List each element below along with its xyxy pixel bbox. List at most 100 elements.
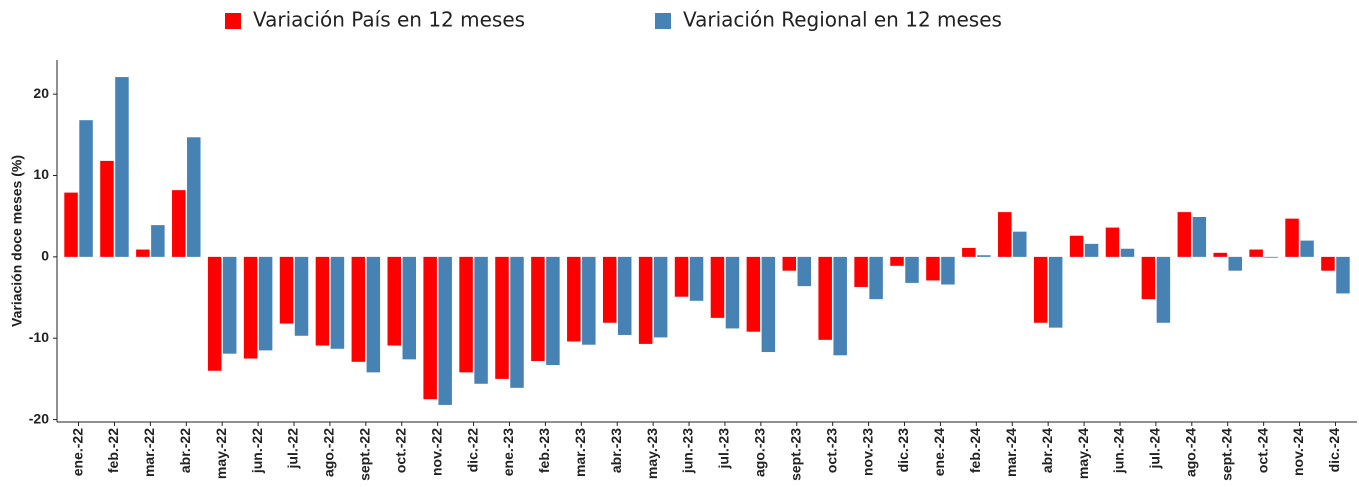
x-tick-label: abr.-22 (177, 428, 193, 473)
bar (115, 77, 129, 257)
bar (689, 256, 704, 301)
bar (869, 256, 883, 300)
bar (64, 192, 78, 257)
x-tick-label: jul.-24 (1147, 428, 1163, 470)
x-tick-label: sept.-23 (787, 428, 803, 481)
legend-swatch (655, 13, 671, 29)
bar (710, 256, 725, 318)
bar (330, 256, 345, 349)
bar (79, 120, 93, 257)
bar (782, 256, 797, 271)
bar (172, 190, 186, 257)
bar (638, 256, 653, 344)
y-tick-label: -20 (29, 410, 49, 426)
bar (531, 256, 545, 361)
bar (746, 256, 761, 332)
x-tick-label: ene.-22 (69, 428, 85, 476)
bar (1156, 256, 1171, 323)
x-tick-label: mar.-24 (1003, 428, 1019, 477)
bar (941, 256, 955, 285)
bar (222, 256, 237, 354)
bar (366, 256, 381, 373)
bar (1069, 235, 1084, 257)
bar (905, 256, 919, 283)
y-tick-label: 10 (33, 166, 49, 182)
bar (423, 256, 437, 400)
x-tick-label: jun.-24 (1111, 428, 1127, 474)
bar (474, 256, 488, 384)
y-tick-label: -10 (29, 329, 49, 345)
bar (510, 256, 524, 388)
bar (818, 256, 832, 340)
x-tick-label: jul.-22 (285, 428, 301, 470)
bar (1264, 256, 1278, 258)
bar (1105, 227, 1120, 257)
bar (546, 256, 560, 366)
x-tick-label: jul.-23 (716, 428, 732, 470)
bar (725, 256, 740, 329)
bar (582, 256, 596, 345)
bar (567, 256, 581, 342)
bar (1249, 249, 1263, 257)
bar (243, 256, 258, 359)
bar (151, 225, 165, 257)
bar (136, 249, 150, 257)
bar (926, 256, 940, 281)
x-tick-label: abr.-23 (608, 428, 624, 473)
bar (1084, 243, 1099, 257)
x-tick-label: mar.-22 (141, 428, 157, 477)
x-tick-label: feb.-22 (105, 428, 121, 473)
legend-label: Variación País en 12 meses (253, 8, 525, 32)
bar (459, 256, 473, 373)
bar (1228, 256, 1242, 271)
bar (1285, 218, 1299, 257)
x-tick-label: feb.-24 (967, 428, 983, 473)
bar (1213, 252, 1227, 257)
bar (100, 160, 114, 257)
x-tick-label: mar.-23 (572, 428, 588, 477)
x-tick-label: sept.-22 (357, 428, 373, 481)
bar (258, 256, 273, 351)
bar (294, 256, 309, 336)
bar (351, 256, 366, 362)
x-tick-label: oct.-22 (392, 428, 408, 473)
x-tick-label: jun.-23 (680, 428, 696, 474)
bar (761, 256, 776, 353)
bar (1033, 256, 1048, 323)
x-tick-label: may.-24 (1075, 428, 1091, 479)
x-tick-label: oct.-23 (823, 428, 839, 473)
bar (962, 247, 976, 257)
bar (207, 256, 222, 371)
x-tick-label: ago.-23 (752, 428, 768, 477)
legend-label: Variación Regional en 12 meses (683, 8, 1002, 32)
y-axis-label: Variación doce meses (%) (9, 155, 25, 327)
x-tick-label: ene.-24 (931, 428, 947, 476)
bar (1120, 248, 1135, 257)
x-tick-label: ene.-23 (500, 428, 516, 476)
bar (387, 256, 402, 346)
bar (402, 256, 417, 360)
bar (653, 256, 668, 338)
x-tick-label: dic.-24 (1326, 428, 1342, 473)
bar (315, 256, 330, 346)
x-tick-label: oct.-24 (1254, 428, 1270, 473)
y-tick-label: 0 (41, 248, 49, 264)
x-tick-label: dic.-22 (464, 428, 480, 473)
x-tick-label: may.-23 (644, 428, 660, 479)
bar (854, 256, 868, 287)
bar (602, 256, 617, 323)
bar (1300, 240, 1314, 257)
bar (1192, 217, 1207, 257)
bar (438, 256, 452, 405)
bar (890, 256, 904, 266)
bar (1177, 212, 1192, 257)
bar (279, 256, 294, 324)
bar (997, 212, 1012, 257)
x-tick-label: sept.-24 (1218, 428, 1234, 481)
legend-swatch (225, 13, 241, 29)
bar (495, 256, 509, 379)
bar (977, 255, 991, 257)
bar (617, 256, 632, 335)
x-tick-label: nov.-22 (428, 428, 444, 476)
